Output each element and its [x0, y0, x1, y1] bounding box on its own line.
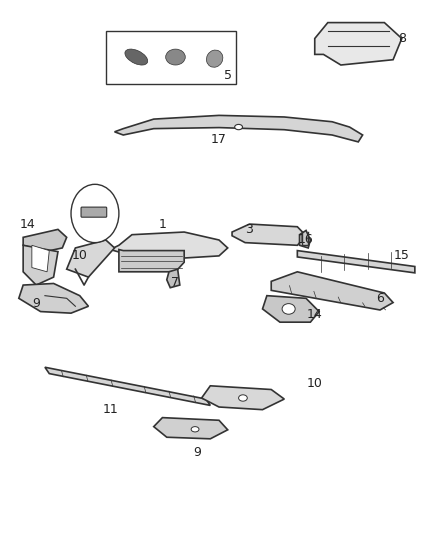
Ellipse shape: [235, 124, 243, 130]
Polygon shape: [300, 230, 311, 248]
Polygon shape: [154, 418, 228, 439]
Ellipse shape: [125, 49, 148, 65]
Polygon shape: [262, 296, 319, 322]
Polygon shape: [23, 245, 58, 285]
Ellipse shape: [191, 426, 199, 432]
Text: 1: 1: [159, 217, 166, 231]
Text: 10: 10: [72, 249, 88, 262]
Ellipse shape: [206, 50, 223, 67]
Polygon shape: [23, 229, 67, 252]
Text: 9: 9: [32, 297, 40, 310]
Polygon shape: [167, 269, 180, 288]
FancyBboxPatch shape: [81, 207, 107, 217]
Polygon shape: [19, 284, 88, 313]
Polygon shape: [315, 22, 402, 65]
Ellipse shape: [239, 395, 247, 401]
Text: 3: 3: [246, 223, 254, 236]
Text: 2: 2: [93, 207, 101, 220]
Text: 6: 6: [376, 292, 384, 305]
Ellipse shape: [282, 304, 295, 314]
FancyBboxPatch shape: [106, 30, 237, 84]
Polygon shape: [232, 224, 306, 245]
Polygon shape: [110, 232, 228, 259]
Polygon shape: [115, 115, 363, 142]
Text: 15: 15: [394, 249, 410, 262]
Polygon shape: [67, 240, 115, 277]
Text: 16: 16: [298, 233, 314, 246]
Polygon shape: [201, 386, 284, 410]
Text: 14: 14: [307, 308, 323, 321]
Text: 17: 17: [211, 133, 227, 146]
Polygon shape: [45, 367, 210, 406]
Polygon shape: [271, 272, 393, 310]
Text: 8: 8: [398, 32, 406, 45]
Text: 9: 9: [193, 446, 201, 458]
Text: 14: 14: [20, 217, 35, 231]
Polygon shape: [32, 245, 49, 272]
Circle shape: [71, 184, 119, 243]
Text: 5: 5: [224, 69, 232, 82]
Ellipse shape: [166, 49, 185, 65]
Polygon shape: [119, 249, 184, 272]
Text: 11: 11: [102, 403, 118, 416]
Text: 7: 7: [172, 276, 180, 289]
Text: 10: 10: [307, 377, 323, 390]
Polygon shape: [297, 251, 415, 273]
